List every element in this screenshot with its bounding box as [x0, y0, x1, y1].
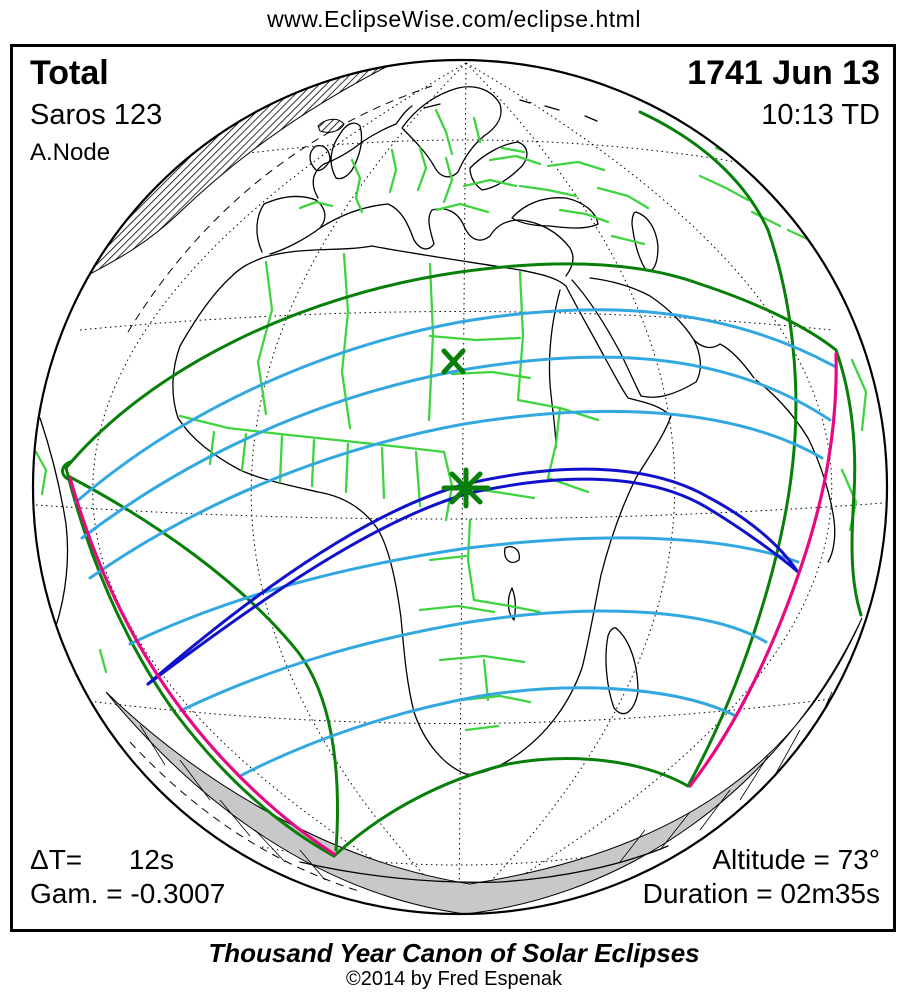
- subsolar-x-marker: [441, 348, 466, 375]
- arctic-hatched-band: [88, 66, 598, 276]
- saros-label: Saros 123: [30, 99, 163, 131]
- node-label: A.Node: [30, 139, 111, 166]
- night-shading-band: [105, 617, 863, 914]
- canon-title: Thousand Year Canon of Solar Eclipses: [208, 938, 700, 968]
- copyright-notice: ©2014 by Fred Espenak: [346, 968, 562, 990]
- umbral-southern-limit: [146, 477, 799, 686]
- india-coast: [755, 379, 836, 563]
- ireland-coast: [309, 144, 331, 172]
- iceland: [317, 118, 345, 133]
- arabia-coast: [571, 277, 701, 398]
- antarctica-coast: [299, 845, 669, 883]
- rift-lakes: [504, 546, 520, 621]
- africa-coast: [172, 245, 672, 775]
- penumbral-limit-curves: [61, 110, 863, 858]
- black-sea: [511, 197, 599, 229]
- umbral-northern-limit: [146, 467, 799, 686]
- southwestern-limit: [64, 466, 336, 858]
- southeastern-limit: [332, 757, 690, 858]
- globe-outline: [31, 58, 889, 916]
- sunrise-sunset-curves: [68, 352, 838, 856]
- sunrise-curve-west: [68, 476, 336, 856]
- iran-coast: [693, 339, 755, 379]
- eastern-sunset-curve: [638, 110, 798, 788]
- iberia-coast: [256, 195, 326, 255]
- eclipse-type-label: Total: [30, 54, 109, 92]
- altitude-label: Altitude = 73°: [712, 844, 880, 875]
- page-title: www.EclipseWise.com/eclipse.html: [267, 6, 641, 32]
- western-sunrise-curve: [66, 474, 339, 852]
- madagascar-coast: [605, 627, 639, 715]
- sunset-curve-east: [688, 352, 838, 788]
- greatest-eclipse-marker: [441, 467, 491, 509]
- western-loop: [61, 460, 72, 482]
- gamma-label: Gam. = -0.3007: [30, 878, 226, 909]
- magnitude-contours: [74, 308, 836, 778]
- scandinavia-coast: [401, 86, 502, 178]
- duration-label: Duration = 02m35s: [642, 878, 880, 909]
- eclipse-date-label: 1741 Jun 13: [687, 54, 880, 92]
- south-america-coast: [39, 417, 69, 669]
- mediterranean-north-coast: [319, 203, 574, 277]
- eclipse-time-label: 10:13 TD: [761, 99, 880, 131]
- britain-coast: [330, 122, 363, 180]
- coastlines: [39, 86, 836, 775]
- delta-t-label: ΔT= 12s: [30, 844, 174, 875]
- northern-penumbral-limit: [64, 262, 838, 470]
- umbral-path: [146, 467, 799, 686]
- nile-river: [548, 289, 561, 449]
- eastern-outer-limit: [834, 348, 863, 617]
